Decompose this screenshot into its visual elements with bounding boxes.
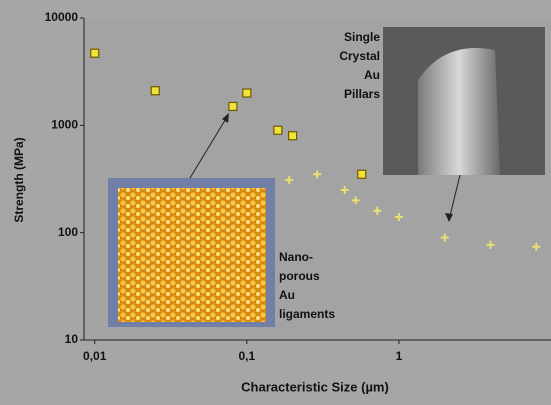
nanoporous-image — [118, 188, 266, 322]
data-point — [285, 175, 294, 184]
data-point — [440, 233, 449, 242]
data-point — [373, 206, 382, 215]
data-point — [351, 196, 360, 205]
annotation: Single — [344, 30, 380, 44]
arrow-head — [445, 213, 453, 222]
arrow-head — [222, 113, 229, 123]
data-point — [242, 88, 252, 98]
insets — [108, 27, 545, 327]
x-tick-label: 1 — [396, 349, 403, 363]
y-tick-label: 100 — [58, 225, 78, 239]
x-axis-label: Characteristic Size (µm) — [241, 379, 389, 394]
y-tick-label: 10 — [65, 332, 79, 346]
data-point — [150, 86, 160, 96]
data-point — [288, 131, 298, 141]
data-point — [532, 242, 541, 251]
pillar-shape — [418, 48, 500, 175]
arrow — [448, 174, 461, 221]
data-point — [486, 240, 495, 249]
data-point — [394, 212, 403, 221]
x-tick-label: 0,1 — [238, 349, 255, 363]
annotation: Nano- — [279, 250, 313, 264]
data-point — [90, 48, 100, 58]
data-point — [273, 125, 283, 135]
annotation: ligaments — [279, 307, 335, 321]
y-axis-label: Strength (MPa) — [12, 137, 26, 222]
annotation: porous — [279, 269, 320, 283]
annotation: Crystal — [339, 49, 380, 63]
data-point — [340, 185, 349, 194]
y-tick-label: 1000 — [51, 118, 78, 132]
annotation: Au — [364, 68, 380, 82]
data-point — [313, 170, 322, 179]
annotation: Pillars — [344, 87, 380, 101]
annotation: Au — [279, 288, 295, 302]
data-point — [357, 169, 367, 179]
y-tick-label: 10000 — [45, 10, 79, 24]
data-point — [228, 101, 238, 112]
arrow — [189, 116, 228, 179]
x-tick-label: 0,01 — [83, 349, 107, 363]
